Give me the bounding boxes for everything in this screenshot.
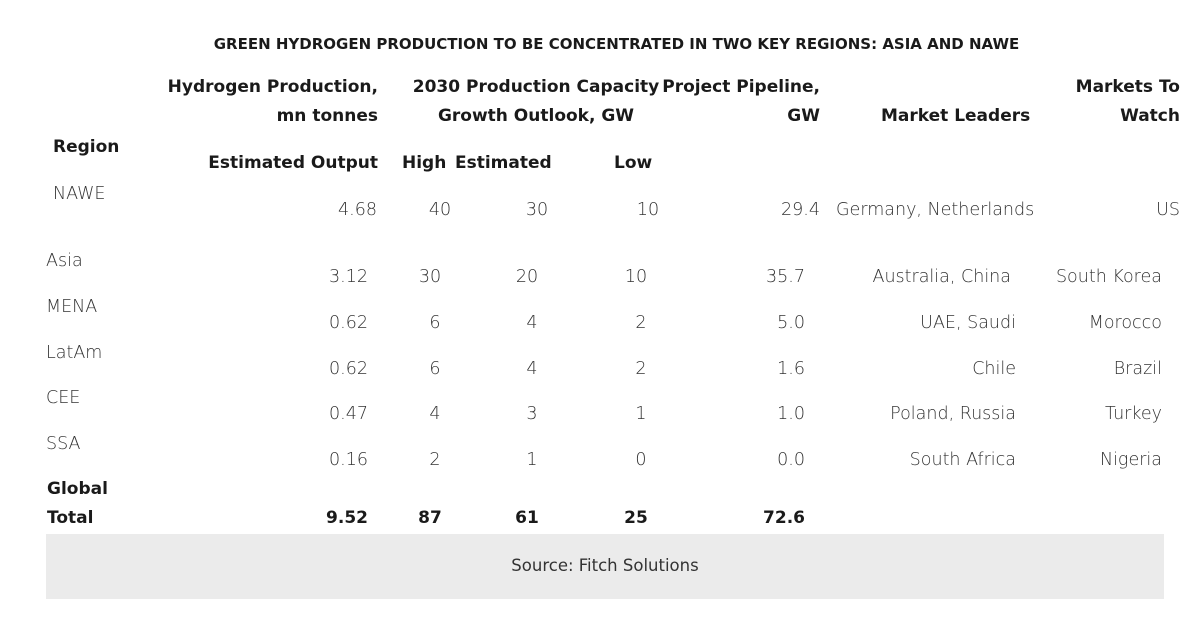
row-low: 2 [635, 359, 647, 379]
row-pipeline: 5.0 [777, 313, 805, 333]
row-output: 4.68 [338, 200, 377, 220]
row-leaders: UAE, Saudi [920, 313, 1016, 333]
header-production: Hydrogen Production, mn tonnes [140, 73, 378, 131]
row-low: 1 [635, 404, 647, 424]
row-pipeline: 0.0 [777, 450, 805, 470]
header-production-line2: mn tonnes [276, 106, 378, 126]
total-estimated: 61 [515, 508, 539, 528]
row-estimated: 30 [525, 200, 549, 220]
subheader-low: Low [614, 153, 653, 173]
row-watch: South Korea [1055, 267, 1162, 287]
total-label-line2: Total [47, 508, 94, 528]
row-region: MENA [46, 297, 98, 317]
row-low: 10 [624, 267, 648, 287]
total-label-line1: Global [47, 479, 108, 499]
row-low: 0 [635, 450, 647, 470]
row-region: CEE [46, 388, 81, 408]
header-watch-line2: Watch [1120, 106, 1180, 126]
subheader-estimated-output: Estimated Output [208, 153, 378, 173]
row-leaders: Chile [972, 359, 1016, 379]
total-output: 9.52 [326, 508, 368, 528]
subheader-high: High [402, 153, 447, 173]
row-high: 4 [429, 404, 441, 424]
row-watch: Turkey [1105, 404, 1162, 424]
row-pipeline: 1.6 [777, 359, 805, 379]
header-capacity-line2: Growth Outlook, GW [437, 106, 635, 126]
source-box: Source: Fitch Solutions [46, 534, 1164, 599]
row-region: Asia [46, 251, 83, 271]
row-estimated: 20 [515, 267, 539, 287]
row-watch: Brazil [1113, 359, 1162, 379]
header-pipeline-line2: GW [787, 106, 820, 126]
total-low: 25 [624, 508, 648, 528]
subheader-estimated: Estimated [455, 153, 552, 173]
header-market-leaders: Market Leaders [881, 106, 1031, 126]
total-pipeline: 72.6 [763, 508, 805, 528]
row-region: LatAm [46, 343, 103, 363]
header-pipeline-line1: Project Pipeline, [662, 77, 820, 97]
row-leaders: Australia, China [872, 267, 1011, 287]
row-output: 0.47 [329, 404, 368, 424]
row-high: 6 [429, 359, 441, 379]
header-region: Region [53, 137, 120, 157]
row-estimated: 1 [526, 450, 538, 470]
header-capacity-line1: 2030 Production Capacity [412, 77, 660, 97]
header-markets-to-watch: Markets To Watch [1040, 73, 1180, 131]
source-text: Source: Fitch Solutions [511, 556, 699, 575]
header-watch-line1: Markets To [1075, 77, 1180, 97]
row-pipeline: 1.0 [777, 404, 805, 424]
row-watch: Nigeria [1099, 450, 1162, 470]
row-output: 0.16 [329, 450, 368, 470]
row-watch: US [1156, 200, 1180, 220]
row-pipeline: 29.4 [781, 200, 820, 220]
row-estimated: 4 [526, 359, 538, 379]
row-estimated: 3 [526, 404, 538, 424]
row-region: SSA [46, 434, 81, 454]
row-watch: Morocco [1088, 313, 1162, 333]
total-high: 87 [418, 508, 442, 528]
row-estimated: 4 [526, 313, 538, 333]
row-high: 30 [418, 267, 442, 287]
row-output: 3.12 [329, 267, 368, 287]
row-high: 2 [429, 450, 441, 470]
row-leaders: South Africa [909, 450, 1016, 470]
row-region: NAWE [53, 184, 106, 204]
header-pipeline: Project Pipeline, GW [640, 73, 820, 131]
header-production-line1: Hydrogen Production, [167, 77, 378, 97]
total-label: Global Total [47, 475, 108, 533]
row-high: 6 [429, 313, 441, 333]
row-low: 2 [635, 313, 647, 333]
row-low: 10 [636, 200, 660, 220]
header-capacity: 2030 Production Capacity Growth Outlook,… [405, 73, 667, 131]
row-leaders: Poland, Russia [890, 404, 1016, 424]
table-title: GREEN HYDROGEN PRODUCTION TO BE CONCENTR… [213, 35, 1020, 53]
row-pipeline: 35.7 [766, 267, 805, 287]
row-leaders: Germany, Netherlands [836, 200, 1035, 220]
row-high: 40 [428, 200, 452, 220]
row-output: 0.62 [329, 359, 368, 379]
row-output: 0.62 [329, 313, 368, 333]
